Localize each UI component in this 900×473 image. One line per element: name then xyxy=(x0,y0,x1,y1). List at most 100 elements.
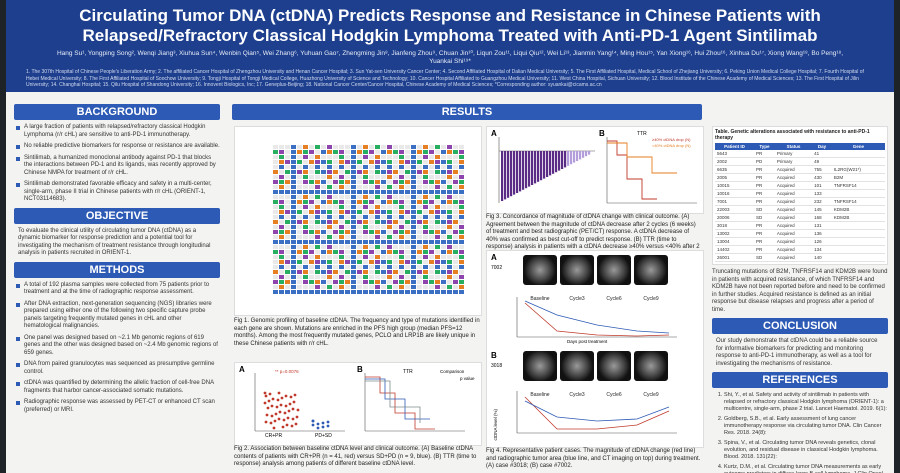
heatmap-cell xyxy=(447,240,452,244)
heatmap-cell xyxy=(345,190,350,194)
waterfall-bar xyxy=(546,151,549,177)
waterfall-bar xyxy=(522,151,525,190)
heatmap-cell xyxy=(429,220,434,224)
heatmap-cell xyxy=(387,275,392,279)
heatmap-cell xyxy=(327,280,332,284)
heatmap-cell xyxy=(309,155,314,159)
table-cell: 133 xyxy=(812,189,832,198)
heatmap-cell xyxy=(363,195,368,199)
heatmap-cell xyxy=(405,210,410,214)
fig3b-label: B xyxy=(599,129,605,138)
heatmap-cell xyxy=(363,270,368,274)
heatmap-cell xyxy=(447,185,452,189)
heatmap-cell xyxy=(297,270,302,274)
heatmap-cell xyxy=(429,195,434,199)
heatmap-cell xyxy=(309,275,314,279)
heatmap-cell xyxy=(351,260,356,264)
heatmap-cell xyxy=(447,155,452,159)
heatmap-cell xyxy=(417,235,422,239)
heatmap-cell xyxy=(321,285,326,289)
heatmap-cell xyxy=(369,285,374,289)
heatmap-cell xyxy=(357,290,362,294)
heatmap-cell xyxy=(387,230,392,234)
heatmap-cell xyxy=(345,255,350,259)
heatmap-cell xyxy=(339,155,344,159)
heatmap-cell xyxy=(453,150,458,154)
heatmap-cell xyxy=(327,245,332,249)
heatmap-row xyxy=(273,185,465,190)
heatmap-cell xyxy=(285,260,290,264)
table-cell: 3018 xyxy=(715,221,754,230)
heatmap-cell xyxy=(273,255,278,259)
scatter-point xyxy=(265,413,269,417)
table-cell xyxy=(831,229,885,238)
heatmap-cell xyxy=(273,270,278,274)
heatmap-cell xyxy=(435,190,440,194)
heatmap-cell xyxy=(303,250,308,254)
waterfall-bar xyxy=(570,151,573,165)
heatmap-cell xyxy=(393,195,398,199)
heatmap-cell xyxy=(291,290,296,294)
heatmap-cell xyxy=(423,235,428,239)
heatmap-cell xyxy=(303,205,308,209)
heatmap-cell xyxy=(459,225,464,229)
heatmap-cell xyxy=(279,160,284,164)
table-header-cell: Status xyxy=(774,143,813,150)
heatmap-cell xyxy=(303,180,308,184)
heatmap-cell xyxy=(309,175,314,179)
heatmap-cell xyxy=(453,185,458,189)
heatmap-cell xyxy=(273,265,278,269)
heatmap-cell xyxy=(393,160,398,164)
heatmap-cell xyxy=(387,170,392,174)
heatmap-cell xyxy=(309,195,314,199)
heatmap-cell xyxy=(411,155,416,159)
heatmap-cell xyxy=(459,210,464,214)
heatmap-cell xyxy=(393,230,398,234)
heatmap-cell xyxy=(357,180,362,184)
fig4b-label: B xyxy=(491,351,497,360)
heatmap-cell xyxy=(381,145,386,149)
heatmap-cell xyxy=(285,145,290,149)
heatmap-cell xyxy=(303,285,308,289)
heatmap-row xyxy=(273,245,465,250)
heatmap-cell xyxy=(363,160,368,164)
heatmap-cell xyxy=(345,155,350,159)
heatmap-cell xyxy=(417,210,422,214)
heatmap-cell xyxy=(423,270,428,274)
heatmap-cell xyxy=(279,145,284,149)
heatmap-cell xyxy=(333,155,338,159)
heatmap-cell xyxy=(387,220,392,224)
heatmap-cell xyxy=(339,160,344,164)
heatmap-cell xyxy=(297,290,302,294)
heatmap-cell xyxy=(309,290,314,294)
heatmap-cell xyxy=(279,265,284,269)
heatmap-cell xyxy=(399,250,404,254)
heatmap-cell xyxy=(453,285,458,289)
heatmap-cell xyxy=(279,270,284,274)
heatmap-cell xyxy=(363,190,368,194)
heatmap-cell xyxy=(375,165,380,169)
heatmap-cell xyxy=(297,275,302,279)
heatmap-cell xyxy=(357,170,362,174)
heatmap-cell xyxy=(381,170,386,174)
heatmap-row xyxy=(273,280,465,285)
heatmap-cell xyxy=(327,255,332,259)
heatmap-cell xyxy=(435,240,440,244)
table-cell: Primary xyxy=(774,157,813,166)
scatter-point xyxy=(289,395,293,399)
heatmap-cell xyxy=(321,265,326,269)
table-cell: PR xyxy=(754,150,775,158)
heatmap-cell xyxy=(381,195,386,199)
heatmap-cell xyxy=(381,280,386,284)
reference-item: Spina, V., et al. Circulating tumor DNA … xyxy=(724,440,888,461)
heatmap-cell xyxy=(327,155,332,159)
heatmap-cell xyxy=(441,220,446,224)
table-row: 7001 PR Acquired 232 TNFRSF14 xyxy=(715,197,885,206)
heatmap-cell xyxy=(387,145,392,149)
table-cell: IL2RG(W21*) xyxy=(831,165,885,174)
heatmap-cell xyxy=(441,250,446,254)
heatmap-cell xyxy=(435,205,440,209)
heatmap-cell xyxy=(279,210,284,214)
heatmap-cell xyxy=(423,260,428,264)
heatmap-cell xyxy=(339,275,344,279)
